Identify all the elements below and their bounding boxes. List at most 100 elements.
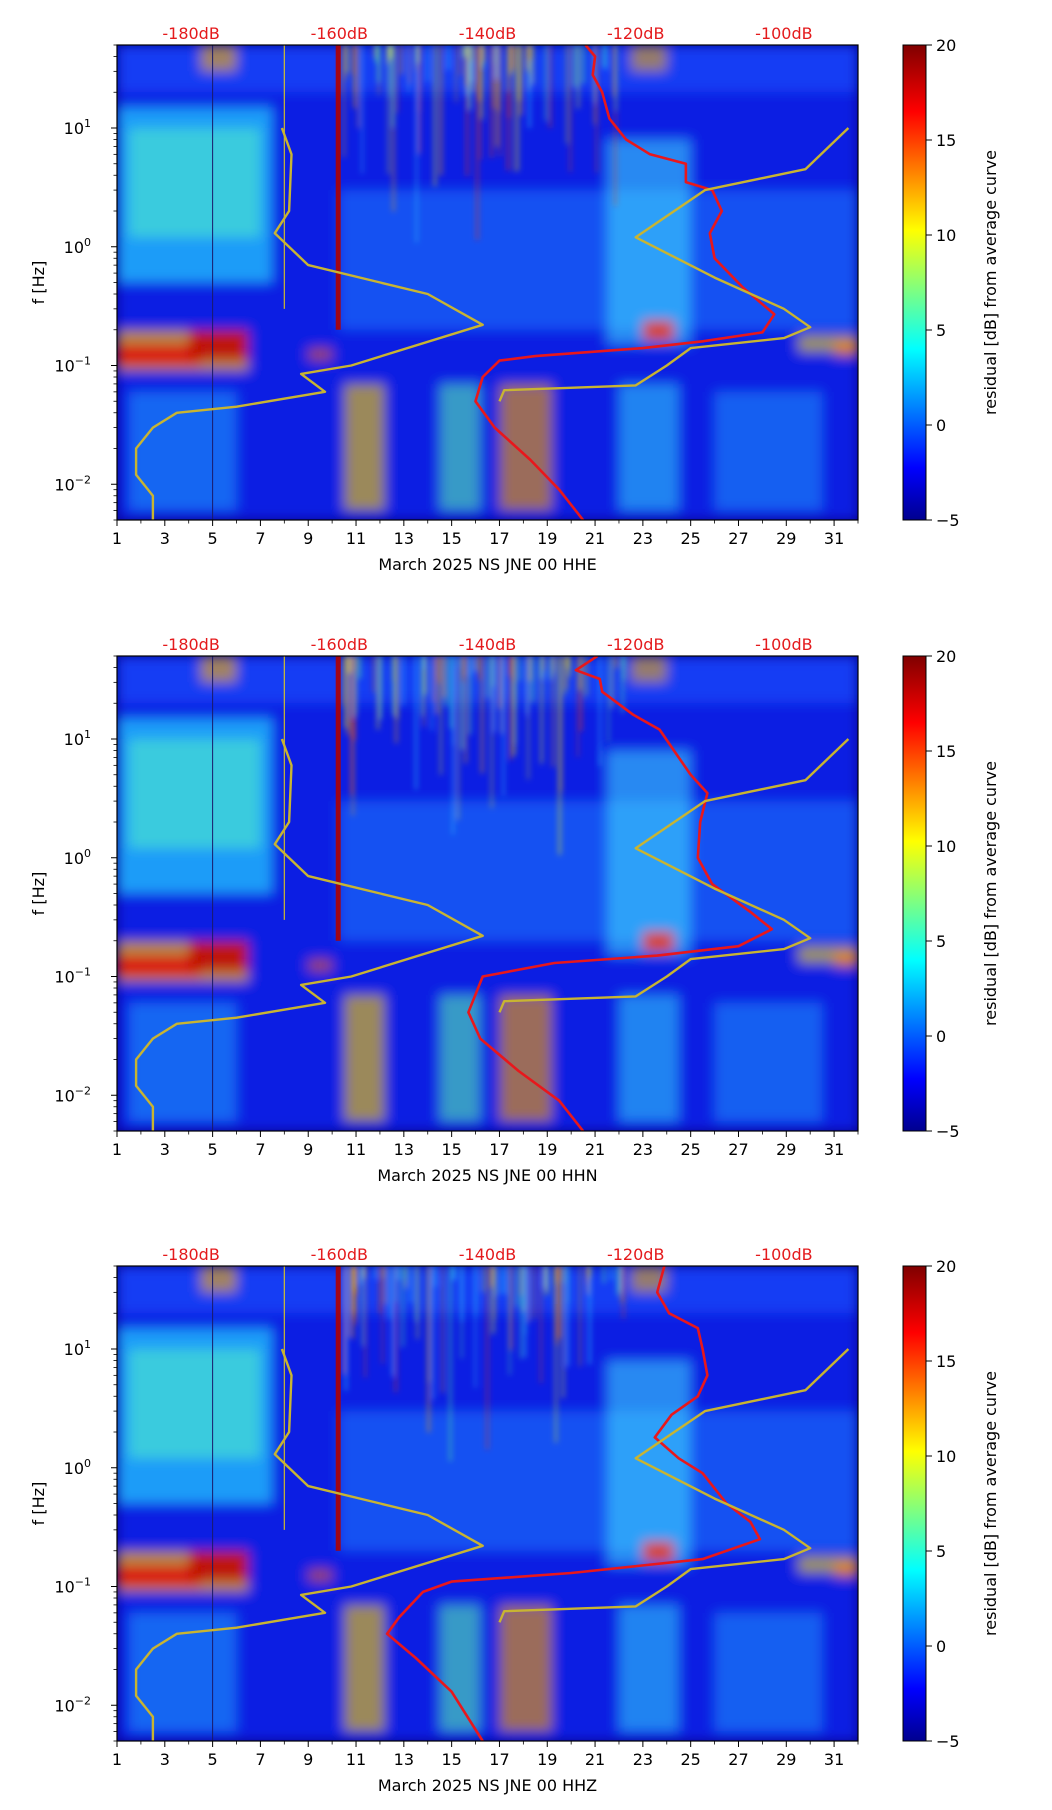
colorbar-tick-label: 10: [936, 226, 956, 245]
y-tick-exponent: 0: [84, 236, 91, 249]
y-tick-base: 10: [64, 1340, 84, 1359]
heatmap-streak: [348, 1266, 351, 1338]
heatmap-streak: [431, 656, 433, 731]
heatmap-streak: [470, 45, 472, 61]
colorbar-gradient: [902, 44, 927, 521]
colorbar-tick-label: 20: [936, 647, 956, 666]
heatmap-streak: [361, 45, 364, 174]
y-tick-base: 10: [64, 1459, 84, 1478]
heatmap-cell: [630, 45, 667, 72]
heatmap-streak: [490, 1266, 493, 1288]
heatmap-streak: [363, 1266, 366, 1279]
y-tick-exponent: 1: [84, 117, 91, 130]
heatmap-streak: [481, 656, 483, 774]
heatmap-streak: [544, 656, 546, 679]
heatmap-streak: [472, 45, 474, 92]
heatmap-cell: [834, 341, 858, 357]
heatmap-streak: [560, 656, 562, 792]
x-axis-label: March 2025 NS JNE 00 HHZ: [378, 1776, 597, 1795]
y-tick-label: 100: [64, 1457, 91, 1478]
heatmap-streak: [452, 1266, 455, 1281]
y-tick-label: 10−2: [54, 473, 91, 494]
heatmap-streak: [351, 656, 354, 718]
x-tick-label: 29: [776, 1750, 796, 1769]
x-tick-label: 17: [489, 1750, 509, 1769]
heatmap-streak: [372, 656, 375, 693]
heatmap-streak: [576, 45, 578, 88]
heatmap-streak: [351, 1266, 354, 1339]
colorbar-gradient: [902, 1265, 927, 1742]
heatmap-cell: [618, 994, 679, 1122]
heatmap-streak: [464, 656, 467, 764]
x-tick-label: 7: [255, 1140, 265, 1159]
heatmap-cell: [834, 1562, 858, 1578]
heatmap-streak: [594, 45, 596, 125]
heatmap-streak: [534, 1266, 536, 1319]
heatmap-streak: [502, 656, 505, 796]
x-tick-label: 11: [346, 1140, 366, 1159]
heatmap-streak: [518, 45, 520, 101]
y-tick-exponent: 1: [84, 728, 91, 741]
heatmap-cell: [339, 801, 858, 941]
y-tick-exponent: 0: [84, 847, 91, 860]
x-axis-label: March 2025 NS JNE 00 HHE: [378, 555, 596, 574]
x-tick-label: 31: [824, 1750, 844, 1769]
heatmap-streak: [379, 1266, 381, 1314]
x-tick-label: 3: [160, 529, 170, 548]
heatmap-cell: [439, 994, 481, 1122]
heatmap-streak: [359, 1266, 362, 1285]
colorbar-tick-label: −5: [936, 1122, 960, 1141]
heatmap-streak: [470, 45, 472, 83]
x-tick-label: 7: [255, 529, 265, 548]
x-tick-label: 25: [680, 1750, 700, 1769]
y-tick-base: 10: [54, 1086, 74, 1105]
heatmap-streak: [443, 656, 445, 698]
noise-model-curve: [134, 738, 484, 1131]
x-tick-label: 9: [303, 1750, 313, 1769]
heatmap-streak: [377, 45, 380, 83]
heatmap-cell: [308, 348, 333, 361]
heatmap-streak: [556, 1266, 558, 1346]
top-db-label: -160dB: [311, 635, 368, 654]
heatmap-cell: [642, 931, 674, 953]
heatmap-streak: [359, 656, 361, 679]
heatmap-streak: [355, 1266, 357, 1297]
heatmap-streak: [549, 45, 551, 129]
x-tick-label: 1: [112, 1750, 122, 1769]
heatmap-streak-strong: [335, 656, 341, 941]
heatmap-cell: [607, 1360, 691, 1566]
heatmap-streak: [524, 1266, 526, 1358]
y-tick-label: 101: [64, 117, 91, 138]
heatmap-streak: [623, 656, 625, 681]
heatmap-cell: [344, 383, 385, 511]
heatmap-streak: [449, 1266, 452, 1462]
heatmap-streak: [520, 1266, 522, 1359]
heatmap-cell: [499, 1604, 553, 1732]
y-tick-exponent: −1: [75, 355, 91, 368]
heatmap-streak: [402, 1266, 404, 1347]
heatmap-streak: [388, 1266, 390, 1320]
x-tick-label: 3: [160, 1750, 170, 1769]
y-axis-label: f [Hz]: [29, 1482, 48, 1526]
heatmap-streak: [546, 1266, 548, 1295]
heatmap-streak: [618, 1266, 620, 1292]
heatmap-streak: [582, 45, 585, 84]
heatmap-cell: [117, 344, 201, 366]
x-tick-label: 3: [160, 1140, 170, 1159]
heatmap-streak: [373, 45, 376, 58]
heatmap-streak: [509, 656, 512, 760]
x-tick-label: 19: [537, 1140, 557, 1159]
heatmap-streak: [424, 656, 427, 695]
y-tick-base: 10: [54, 1696, 74, 1715]
heatmap-cell: [308, 959, 333, 972]
y-tick-exponent: 1: [84, 1338, 91, 1351]
heatmap-cell: [714, 1612, 823, 1732]
heatmap-streak: [423, 656, 425, 727]
top-db-label: -100dB: [755, 24, 812, 43]
heatmap-streak: [402, 656, 405, 706]
y-tick-label: 100: [64, 236, 91, 257]
x-tick-label: 15: [441, 529, 461, 548]
